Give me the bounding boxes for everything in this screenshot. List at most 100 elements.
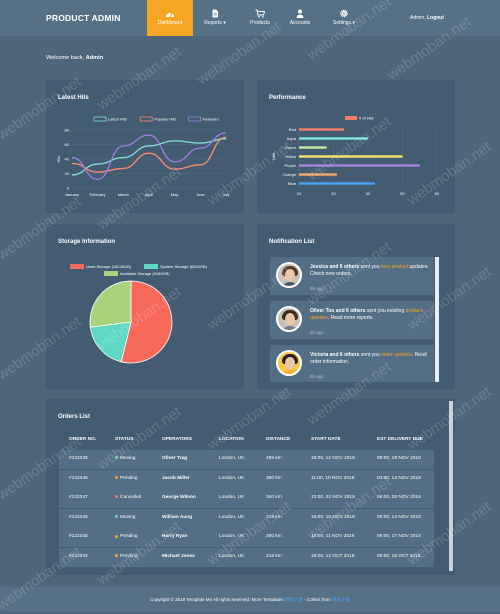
pie-slice (89, 321, 132, 363)
legend-label: Latest Hits (108, 117, 127, 122)
order-distance: 280 km (266, 534, 282, 540)
nav-label: Reports ▾ (204, 20, 226, 26)
notification-item[interactable]: Victoria and 6 others sent you order upd… (270, 345, 434, 382)
pie-slice (120, 280, 173, 364)
order-distance: 340 km (266, 495, 282, 501)
order-distance: 360 km (266, 475, 282, 481)
nav-products[interactable]: Products (241, 0, 279, 36)
order-start-date: 11:00, 10 NOV 2018 (311, 475, 355, 481)
notification-text: Oliver Too and 6 others sent you existin… (310, 308, 423, 321)
user-name: Admin (410, 15, 425, 21)
order-number: #122349 (69, 456, 88, 461)
order-location: London, UK (219, 514, 245, 520)
order-start-date: 12:00, 22 NOV 2018 (311, 495, 355, 501)
brand-logo[interactable]: PRODUCT ADMIN (46, 13, 121, 23)
legend-label: # of Hits (359, 116, 374, 121)
nav-settings[interactable]: Settings ▾ (325, 0, 363, 36)
order-start-date: 15:00, 11 NOV 2018 (311, 534, 355, 540)
avatar (276, 262, 302, 288)
order-number: #122346 (69, 514, 88, 520)
table-row[interactable]: #122347 Cancelled George Wilson London, UK 3… (59, 489, 434, 509)
panel-title: Performance (269, 95, 306, 101)
nav-label: Products (250, 20, 270, 26)
y-tick-label: Red (289, 127, 296, 132)
nav-reports[interactable]: Reports ▾ (197, 0, 233, 36)
order-distance: 218 km (266, 554, 282, 559)
order-due-date: 06:00, 18 OCT 2018 (377, 554, 421, 559)
orders-scrollbar[interactable] (449, 401, 453, 571)
order-operator: George Wilson (162, 495, 196, 501)
notification-list[interactable]: Jessica and 6 others sent you new produc… (270, 257, 440, 382)
notification-time: 6h ago (310, 374, 324, 379)
order-due-date: 04:00, 14 NOV 2018 (377, 475, 421, 481)
notification-item[interactable]: Oliver Too and 6 others sent you existin… (270, 301, 434, 339)
order-location: London, UK (219, 475, 245, 481)
legend-label: Used Storage (18240GB) (86, 264, 132, 269)
table-row[interactable]: #122346 Moving William Aung London, UK 218 k… (59, 508, 434, 528)
y-tick-label: Blue (288, 181, 297, 186)
table-row[interactable]: #122344 Pending Michael Jones London, UK 218… (59, 548, 434, 567)
table-row[interactable]: #122348 Pending Jacob Miller London, UK 360 … (59, 469, 434, 489)
avatar (276, 350, 302, 376)
bar (299, 173, 337, 176)
order-due-date: 08:00, 18 NOV 2018 (377, 456, 421, 461)
welcome-name: Admin (85, 55, 104, 61)
order-due-date: 09:00, 14 NOV 2018 (377, 514, 421, 520)
y-axis-label: Hits (271, 153, 276, 160)
series-line (71, 136, 227, 173)
order-number: #122344 (69, 554, 88, 559)
y-tick-label: Orange (283, 172, 297, 177)
table-row[interactable]: #122349 Moving Oliver Trag London, UK 485 km… (59, 450, 434, 469)
notification-item[interactable]: Jessica and 6 others sent you new produc… (270, 257, 434, 295)
order-due-date: 06:00, 28 NOV 2018 (377, 495, 421, 501)
order-operator: Jacob Miller (162, 475, 190, 481)
table-header: ORDER NO. STATUS OPERATORS LOCATION DIST… (69, 437, 423, 442)
status-dot-icon (115, 456, 118, 460)
footer-link[interactable]: 模板之家 (284, 597, 303, 602)
logout-link[interactable]: Logout (426, 15, 444, 21)
file-icon (212, 9, 218, 18)
order-location: London, UK (219, 554, 245, 559)
notification-time: 6h ago (310, 330, 324, 335)
y-tick-label: Green (285, 145, 296, 150)
legend-swatch (139, 116, 153, 122)
order-start-date: 18:00, 12 OCT 2018 (311, 554, 355, 559)
performance-chart: 20 30 40 50 60 Red Aqua Green Yellow Purple Orange… (271, 116, 440, 197)
bar (299, 146, 327, 149)
nav-dashboard[interactable]: Dashboard (147, 0, 193, 36)
x-tick-label: May (171, 192, 179, 197)
order-number: #122348 (69, 475, 88, 481)
nav-accounts[interactable]: Accounts (282, 0, 318, 36)
table-row[interactable]: #122345 Pending Harry Ryan London, UK 280 km… (59, 528, 434, 548)
bar (299, 182, 375, 185)
user-menu: Admin, Logout (410, 15, 444, 21)
x-tick-label: 30 (331, 191, 336, 196)
status-dot-icon (115, 554, 118, 558)
order-status: Pending (115, 554, 138, 559)
notification-text: Jessica and 6 others sent you new produc… (310, 264, 429, 277)
notification-scrollbar[interactable] (435, 257, 439, 382)
legend-swatch (70, 264, 84, 269)
dashboard-icon (166, 12, 174, 18)
panel-title: Orders List (58, 414, 91, 420)
order-status: Cancelled (115, 495, 141, 500)
footer-link[interactable]: 模板之家 (331, 597, 350, 602)
order-start-date: 15:00, 10 NOV 2018 (311, 514, 355, 520)
shopping-cart-icon (255, 9, 265, 18)
status-dot-icon (115, 515, 118, 519)
nav-label: Dashboard (157, 20, 183, 26)
notification-time: 6h ago (310, 286, 324, 291)
status-dot-icon (115, 495, 118, 499)
bar (299, 164, 420, 167)
order-distance: 218 km (266, 514, 282, 520)
x-tick-label: June (196, 192, 205, 197)
top-navbar: PRODUCT ADMIN Dashboard Reports ▾ Produc… (0, 0, 500, 36)
legend-swatch (188, 116, 202, 122)
legend-swatch (104, 271, 118, 276)
y-tick-label: 40 (65, 157, 70, 162)
notification-panel: Notification List Jessica and 6 others s… (257, 224, 455, 389)
order-due-date: 09:00, 17 NOV 2018 (377, 534, 421, 540)
order-start-date: 16:00, 12 NOV 2018 (311, 456, 355, 461)
status-dot-icon (115, 475, 118, 479)
x-tick-label: April (145, 192, 153, 197)
